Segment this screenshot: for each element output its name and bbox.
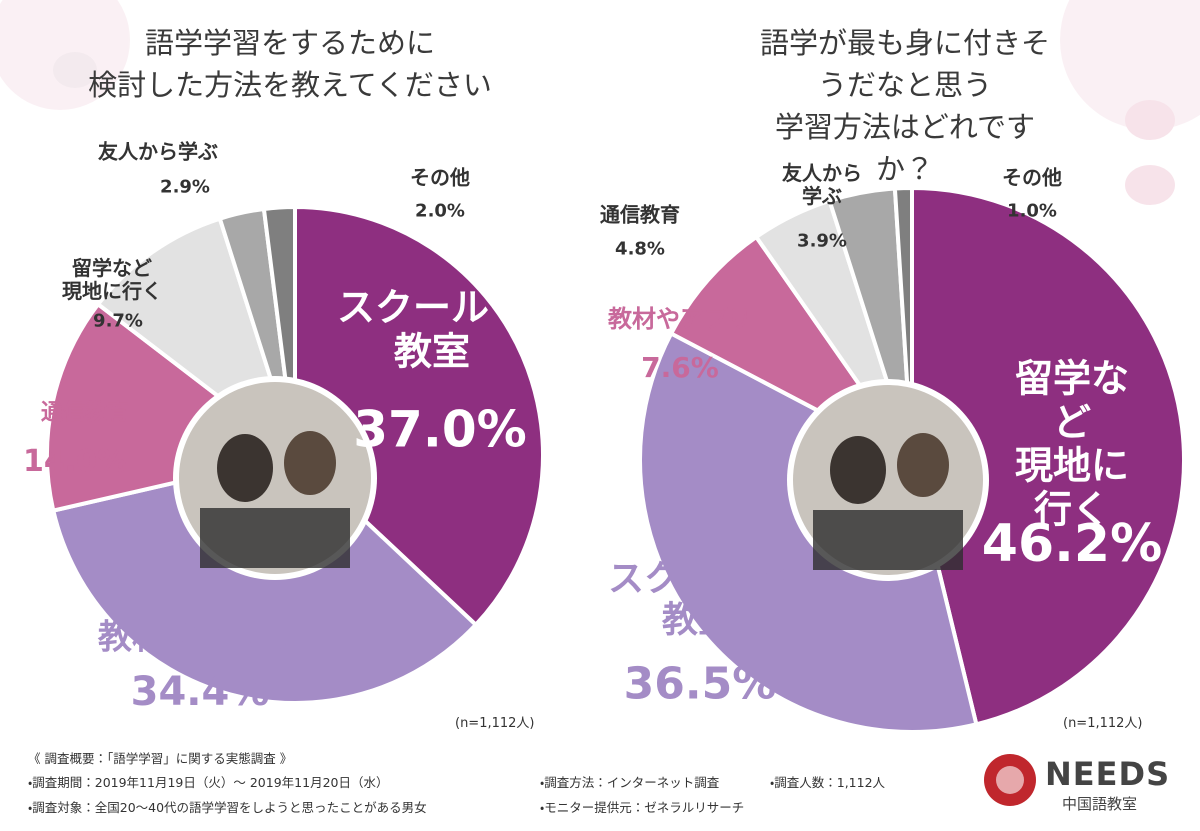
lantern	[1125, 165, 1175, 205]
value-label: 36.5%	[623, 658, 777, 710]
slice-label: 友人から 学ぶ	[782, 161, 862, 208]
value-label: 37.0%	[353, 400, 527, 459]
photo-body	[813, 510, 963, 570]
lantern	[53, 52, 97, 88]
slice-label: 通信教育	[40, 400, 130, 426]
photo-person	[217, 434, 273, 502]
photo-person	[830, 436, 886, 504]
sample-note: (n=1,112人)	[455, 716, 535, 731]
decoration	[0, 0, 1200, 205]
slice-label: 留学など 現地に行く	[1014, 356, 1129, 532]
slice-label: 教材やアプリ	[98, 617, 302, 658]
slice-label: その他	[1002, 165, 1062, 190]
logo-mark	[996, 766, 1024, 794]
slice-label: 通信教育	[600, 202, 680, 227]
slice-label: スクールや 教室	[607, 558, 789, 641]
photo-person	[284, 431, 336, 495]
footer-item: ・調査方法：インターネット調査	[540, 775, 720, 790]
photo-person	[897, 433, 949, 497]
value-label: 2.0%	[415, 200, 465, 222]
slice-label: 友人から学ぶ	[98, 139, 218, 164]
value-label: 4.8%	[615, 238, 665, 260]
pie-slice	[293, 204, 545, 628]
value-label: 3.9%	[797, 230, 847, 252]
footer-item: ・調査期間：2019年11月19日（火）～ 2019年11月20日（水）	[28, 775, 389, 790]
logo-name: NEEDS	[1045, 755, 1171, 793]
chart-title: 語学が最も身に付きそうだなと思う 学習方法はどれですか？	[759, 26, 1050, 187]
footer-heading: 《 調査概要：「語学学習」に関する実態調査 》	[28, 751, 293, 766]
value-label: 46.2%	[981, 514, 1163, 575]
logo-sub: 中国語教室	[1062, 795, 1138, 813]
value-label: 7.6%	[641, 350, 719, 384]
footer-item: ・モニター提供元：ゼネラルリサーチ	[540, 800, 745, 815]
slice-label: スクールや 教室	[336, 285, 528, 373]
chart-title: 語学学習をするために 検討した方法を教えてください	[88, 26, 492, 103]
footer-item: ・調査人数：1,112人	[770, 775, 886, 790]
value-label: 14.0%	[22, 443, 128, 479]
value-label: 2.9%	[160, 176, 210, 198]
value-label: 34.4%	[130, 669, 270, 715]
slice-label: 留学など 現地に行く	[62, 256, 162, 303]
slice-label: 教材やアプリ	[608, 305, 752, 334]
photo-body	[200, 508, 350, 568]
pie-slice	[910, 185, 1186, 727]
slice-label: その他	[410, 165, 470, 190]
value-label: 1.0%	[1007, 200, 1057, 222]
footer-item: ・調査対象：全国20～40代の語学学習をしようと思ったことがある男女	[28, 800, 427, 815]
lantern	[1125, 100, 1175, 140]
sample-note: (n=1,112人)	[1063, 716, 1143, 731]
value-label: 9.7%	[93, 310, 143, 332]
ornament	[1060, 0, 1200, 130]
